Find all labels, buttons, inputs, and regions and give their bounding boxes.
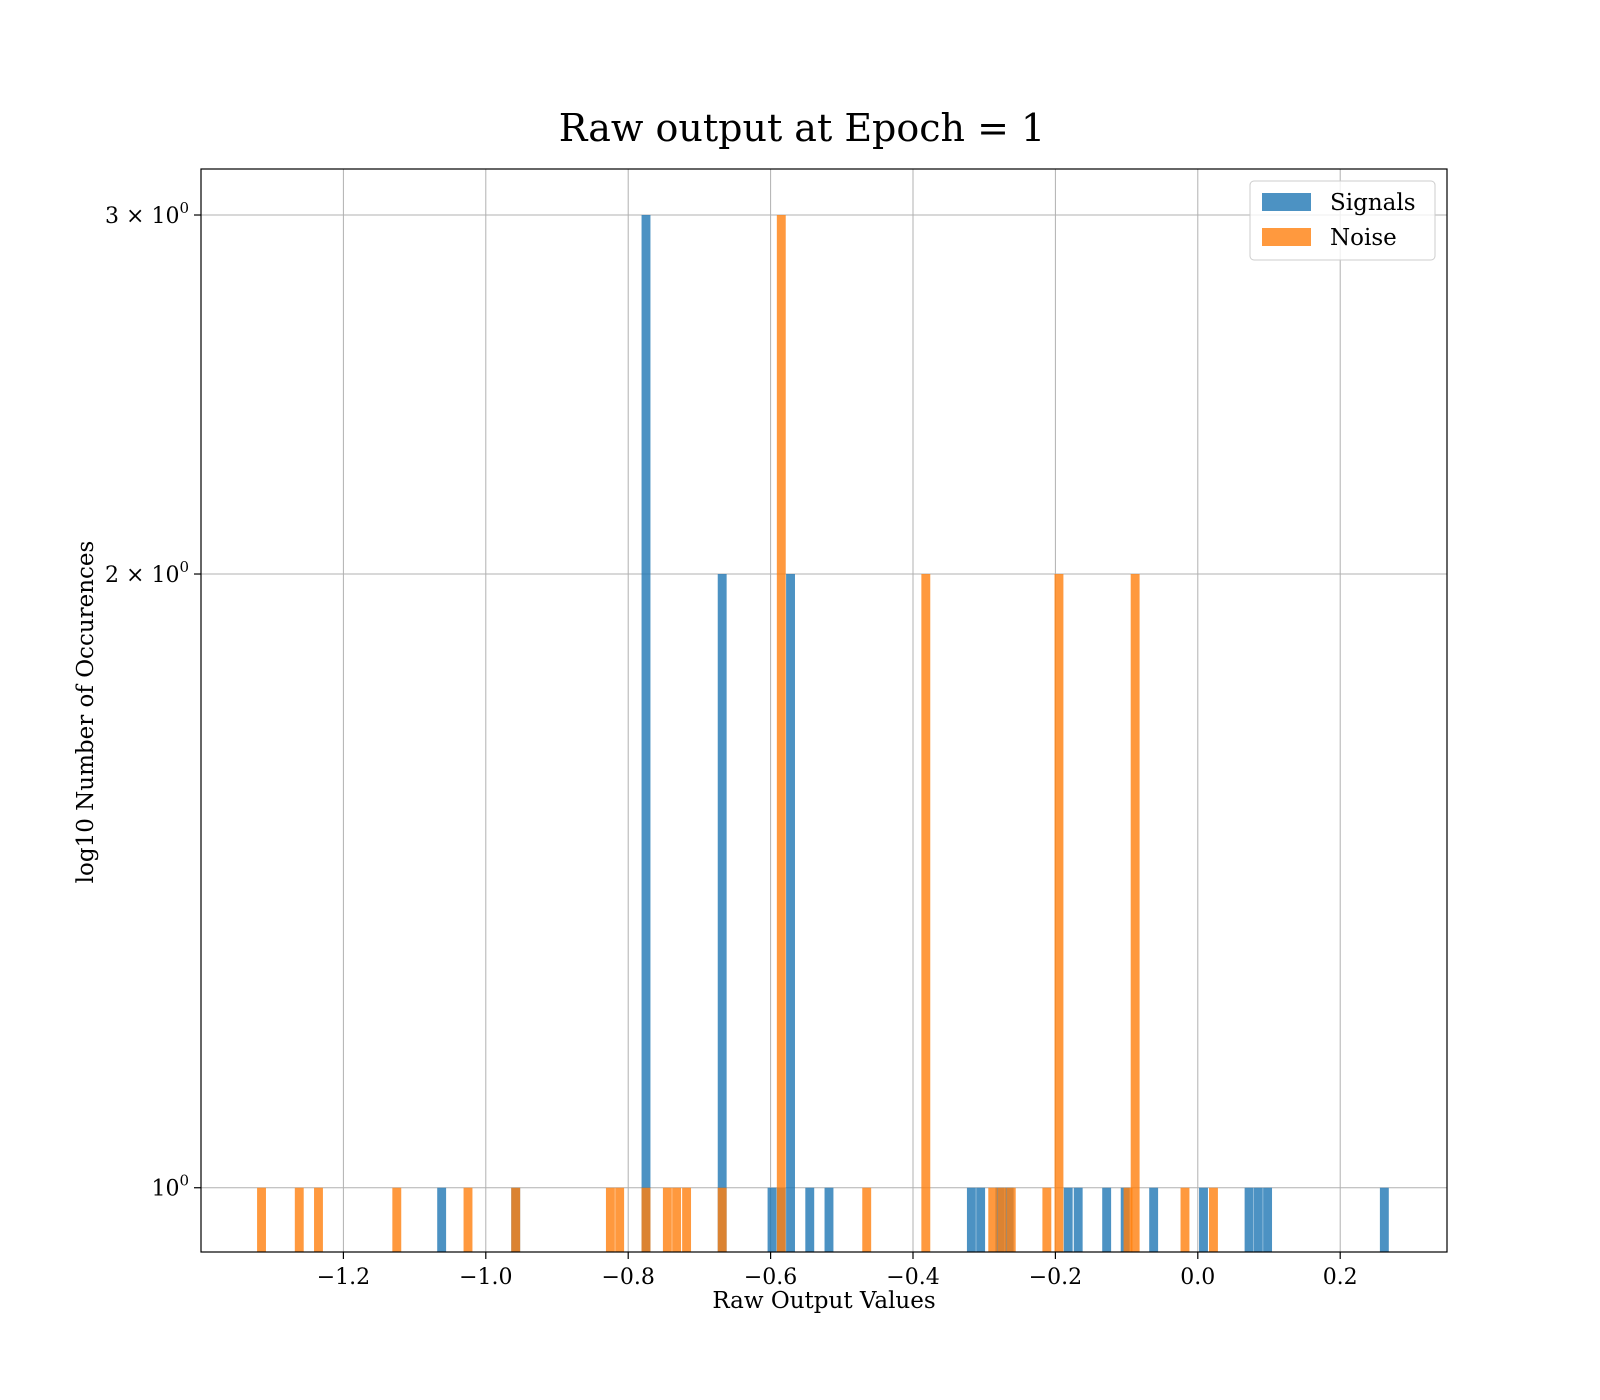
bar-signals: [1263, 1187, 1273, 1252]
bar-noise: [662, 1187, 672, 1252]
bar-noise: [1123, 1187, 1133, 1252]
bar-signals: [786, 574, 795, 1252]
bar-signals: [1073, 1187, 1083, 1252]
bar-noise: [672, 1187, 682, 1252]
bar-signals: [1149, 1187, 1159, 1252]
bar-noise: [1006, 1187, 1016, 1252]
bar-signals: [1199, 1187, 1208, 1252]
x-tick-label: 0.0: [1180, 1265, 1215, 1290]
legend-label-signals: Signals: [1330, 190, 1416, 216]
x-axis-label: Raw Output Values: [712, 1288, 935, 1314]
bar-noise: [392, 1187, 402, 1252]
bar-noise: [605, 1187, 615, 1252]
y-axis-label: log10 Number of Occurences: [73, 541, 99, 884]
y-tick-base: 3 × 10: [105, 204, 179, 229]
bar-signals: [976, 1187, 986, 1252]
legend-label-noise: Noise: [1330, 225, 1397, 251]
bar-noise: [1209, 1187, 1218, 1252]
bar-signals: [717, 574, 727, 1252]
bar-signals: [824, 1187, 834, 1252]
bar-noise: [294, 1187, 304, 1252]
bar-signals: [437, 1187, 447, 1252]
bar-noise: [1180, 1187, 1190, 1252]
x-tick-label: −0.4: [886, 1265, 939, 1290]
x-tick-label: 0.2: [1323, 1265, 1358, 1290]
x-tick-label: −0.6: [744, 1265, 797, 1290]
bar-noise: [1054, 574, 1064, 1252]
bar-noise: [257, 1187, 266, 1252]
y-tick-label: 2 × 100: [105, 558, 189, 588]
bar-noise: [997, 1187, 1007, 1252]
y-tick-exponent: 0: [179, 1172, 189, 1190]
y-tick-exponent: 0: [179, 199, 189, 217]
bar-noise: [988, 1187, 998, 1252]
bar-noise: [615, 1187, 625, 1252]
legend-swatch-signals: [1262, 193, 1311, 211]
plot-frame: [200, 168, 1448, 1253]
bar-noise: [641, 1187, 651, 1252]
bar-noise: [1042, 1187, 1052, 1252]
bar-noise: [776, 215, 786, 1253]
bar-noise: [717, 1187, 727, 1252]
bar-noise: [862, 1187, 872, 1252]
bar-signals: [966, 1187, 976, 1252]
x-tick-label: −1.0: [459, 1265, 512, 1290]
x-tick-label: −1.2: [317, 1265, 370, 1290]
legend-swatch-noise: [1262, 228, 1311, 246]
bar-noise: [463, 1187, 473, 1252]
bar-noise: [682, 1187, 692, 1252]
bar-signals: [1063, 1187, 1073, 1252]
x-axis-ticks: −1.2 −1.0 −0.8 −0.6 −0.4 −0.2 0.0 0.2: [317, 1252, 1358, 1290]
bar-signals: [641, 215, 651, 1253]
y-tick-label: 3 × 100: [105, 199, 189, 229]
bar-signals: [1244, 1187, 1254, 1252]
y-tick-base: 10: [151, 1177, 179, 1202]
grid: [201, 169, 1447, 1252]
y-tick-base: 2 × 10: [105, 563, 179, 588]
bars-layer: [257, 215, 1389, 1253]
bar-noise: [921, 574, 931, 1252]
chart-title: Raw output at Epoch = 1: [559, 106, 1045, 150]
y-tick-exponent: 0: [179, 558, 189, 576]
bar-noise: [1130, 574, 1140, 1252]
x-tick-label: −0.8: [601, 1265, 654, 1290]
bar-noise: [511, 1187, 521, 1252]
bar-signals: [805, 1187, 815, 1252]
x-tick-label: −0.2: [1029, 1265, 1082, 1290]
bar-signals: [1102, 1187, 1112, 1252]
legend: Signals Noise: [1249, 180, 1436, 261]
bar-noise: [314, 1187, 323, 1252]
y-tick-label: 100: [151, 1172, 189, 1202]
bar-signals: [1379, 1187, 1389, 1252]
bar-signals: [767, 1187, 777, 1252]
bar-signals: [1253, 1187, 1263, 1252]
